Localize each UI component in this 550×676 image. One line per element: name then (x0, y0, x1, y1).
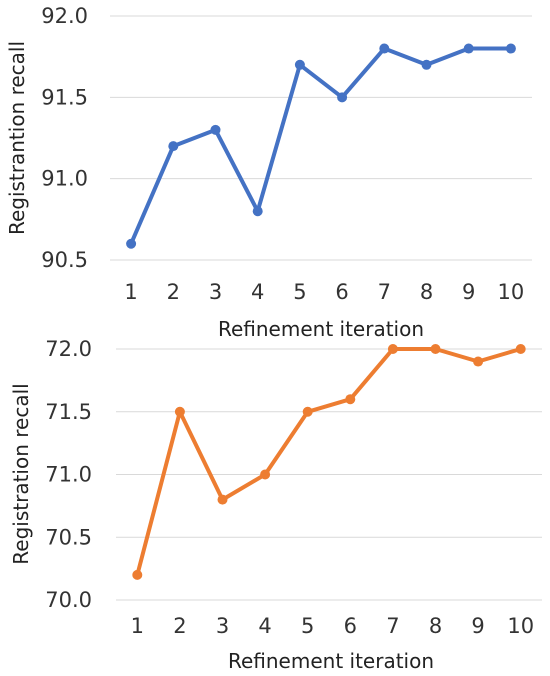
x-tick-label: 1 (124, 280, 137, 304)
x-tick-label: 3 (209, 280, 222, 304)
x-tick-label: 1 (131, 614, 144, 638)
y-tick-labels: 70.0 70.5 71.0 71.5 72.0 (45, 337, 92, 612)
x-tick-label: 6 (344, 614, 357, 638)
x-tick-label: 5 (301, 614, 314, 638)
data-point (473, 356, 484, 367)
y-tick-label: 90.5 (41, 248, 88, 272)
series-line (135, 347, 522, 576)
series-line (129, 46, 511, 245)
x-tick-label: 9 (462, 280, 475, 304)
y-axis-title: Registration recall (9, 383, 33, 564)
y-tick-label: 71.5 (45, 400, 92, 424)
y-tick-label: 92.0 (41, 4, 88, 28)
x-tick-label: 7 (386, 614, 399, 638)
data-point (252, 206, 263, 217)
data-point (345, 394, 356, 405)
x-tick-label: 8 (429, 614, 442, 638)
data-point (168, 141, 179, 152)
chart-bottom: 70.0 70.5 71.0 71.5 72.0 1 2 3 4 5 6 7 8 9 10 Refinem… (9, 337, 542, 673)
x-tick-label: 10 (507, 614, 534, 638)
data-point (174, 406, 185, 417)
x-tick-label: 9 (471, 614, 484, 638)
x-tick-labels: 1 2 3 4 5 6 7 8 9 10 (131, 614, 534, 638)
x-axis-title: Refinement iteration (228, 649, 434, 673)
y-tick-label: 70.0 (45, 588, 92, 612)
chart-top: 90.5 91.0 91.5 92.0 1 2 3 4 5 6 7 8 9 10 Refinement … (5, 4, 532, 341)
data-point (217, 494, 228, 505)
data-point (421, 59, 432, 70)
x-tick-label: 3 (216, 614, 229, 638)
data-point (505, 43, 516, 54)
y-axis-title: Registrantion recall (5, 41, 29, 235)
data-points (126, 43, 516, 249)
data-point (302, 406, 313, 417)
x-tick-label: 6 (335, 280, 348, 304)
data-point (515, 344, 526, 354)
data-point (379, 43, 390, 54)
x-tick-label: 8 (420, 280, 433, 304)
data-point (132, 569, 143, 580)
data-point (430, 344, 441, 354)
data-point (294, 59, 305, 70)
x-tick-label: 4 (251, 280, 264, 304)
data-point (387, 344, 398, 354)
y-tick-label: 72.0 (45, 337, 92, 361)
x-tick-label: 5 (293, 280, 306, 304)
x-tick-label: 10 (498, 280, 525, 304)
data-point (210, 124, 221, 135)
x-tick-label: 2 (173, 614, 186, 638)
data-point (463, 43, 474, 54)
y-tick-label: 70.5 (45, 525, 92, 549)
x-tick-label: 4 (258, 614, 271, 638)
y-tick-labels: 90.5 91.0 91.5 92.0 (41, 4, 88, 272)
x-axis-title: Refinement iteration (218, 317, 424, 341)
gridlines (116, 348, 542, 601)
data-point (126, 238, 137, 249)
gridlines (110, 15, 532, 261)
data-point (260, 469, 271, 480)
x-tick-label: 7 (378, 280, 391, 304)
x-tick-labels: 1 2 3 4 5 6 7 8 9 10 (124, 280, 524, 304)
data-points (132, 344, 526, 580)
y-tick-label: 71.0 (45, 463, 92, 487)
y-tick-label: 91.0 (41, 167, 88, 191)
x-tick-label: 2 (167, 280, 180, 304)
y-tick-label: 91.5 (41, 85, 88, 109)
data-point (337, 92, 348, 103)
